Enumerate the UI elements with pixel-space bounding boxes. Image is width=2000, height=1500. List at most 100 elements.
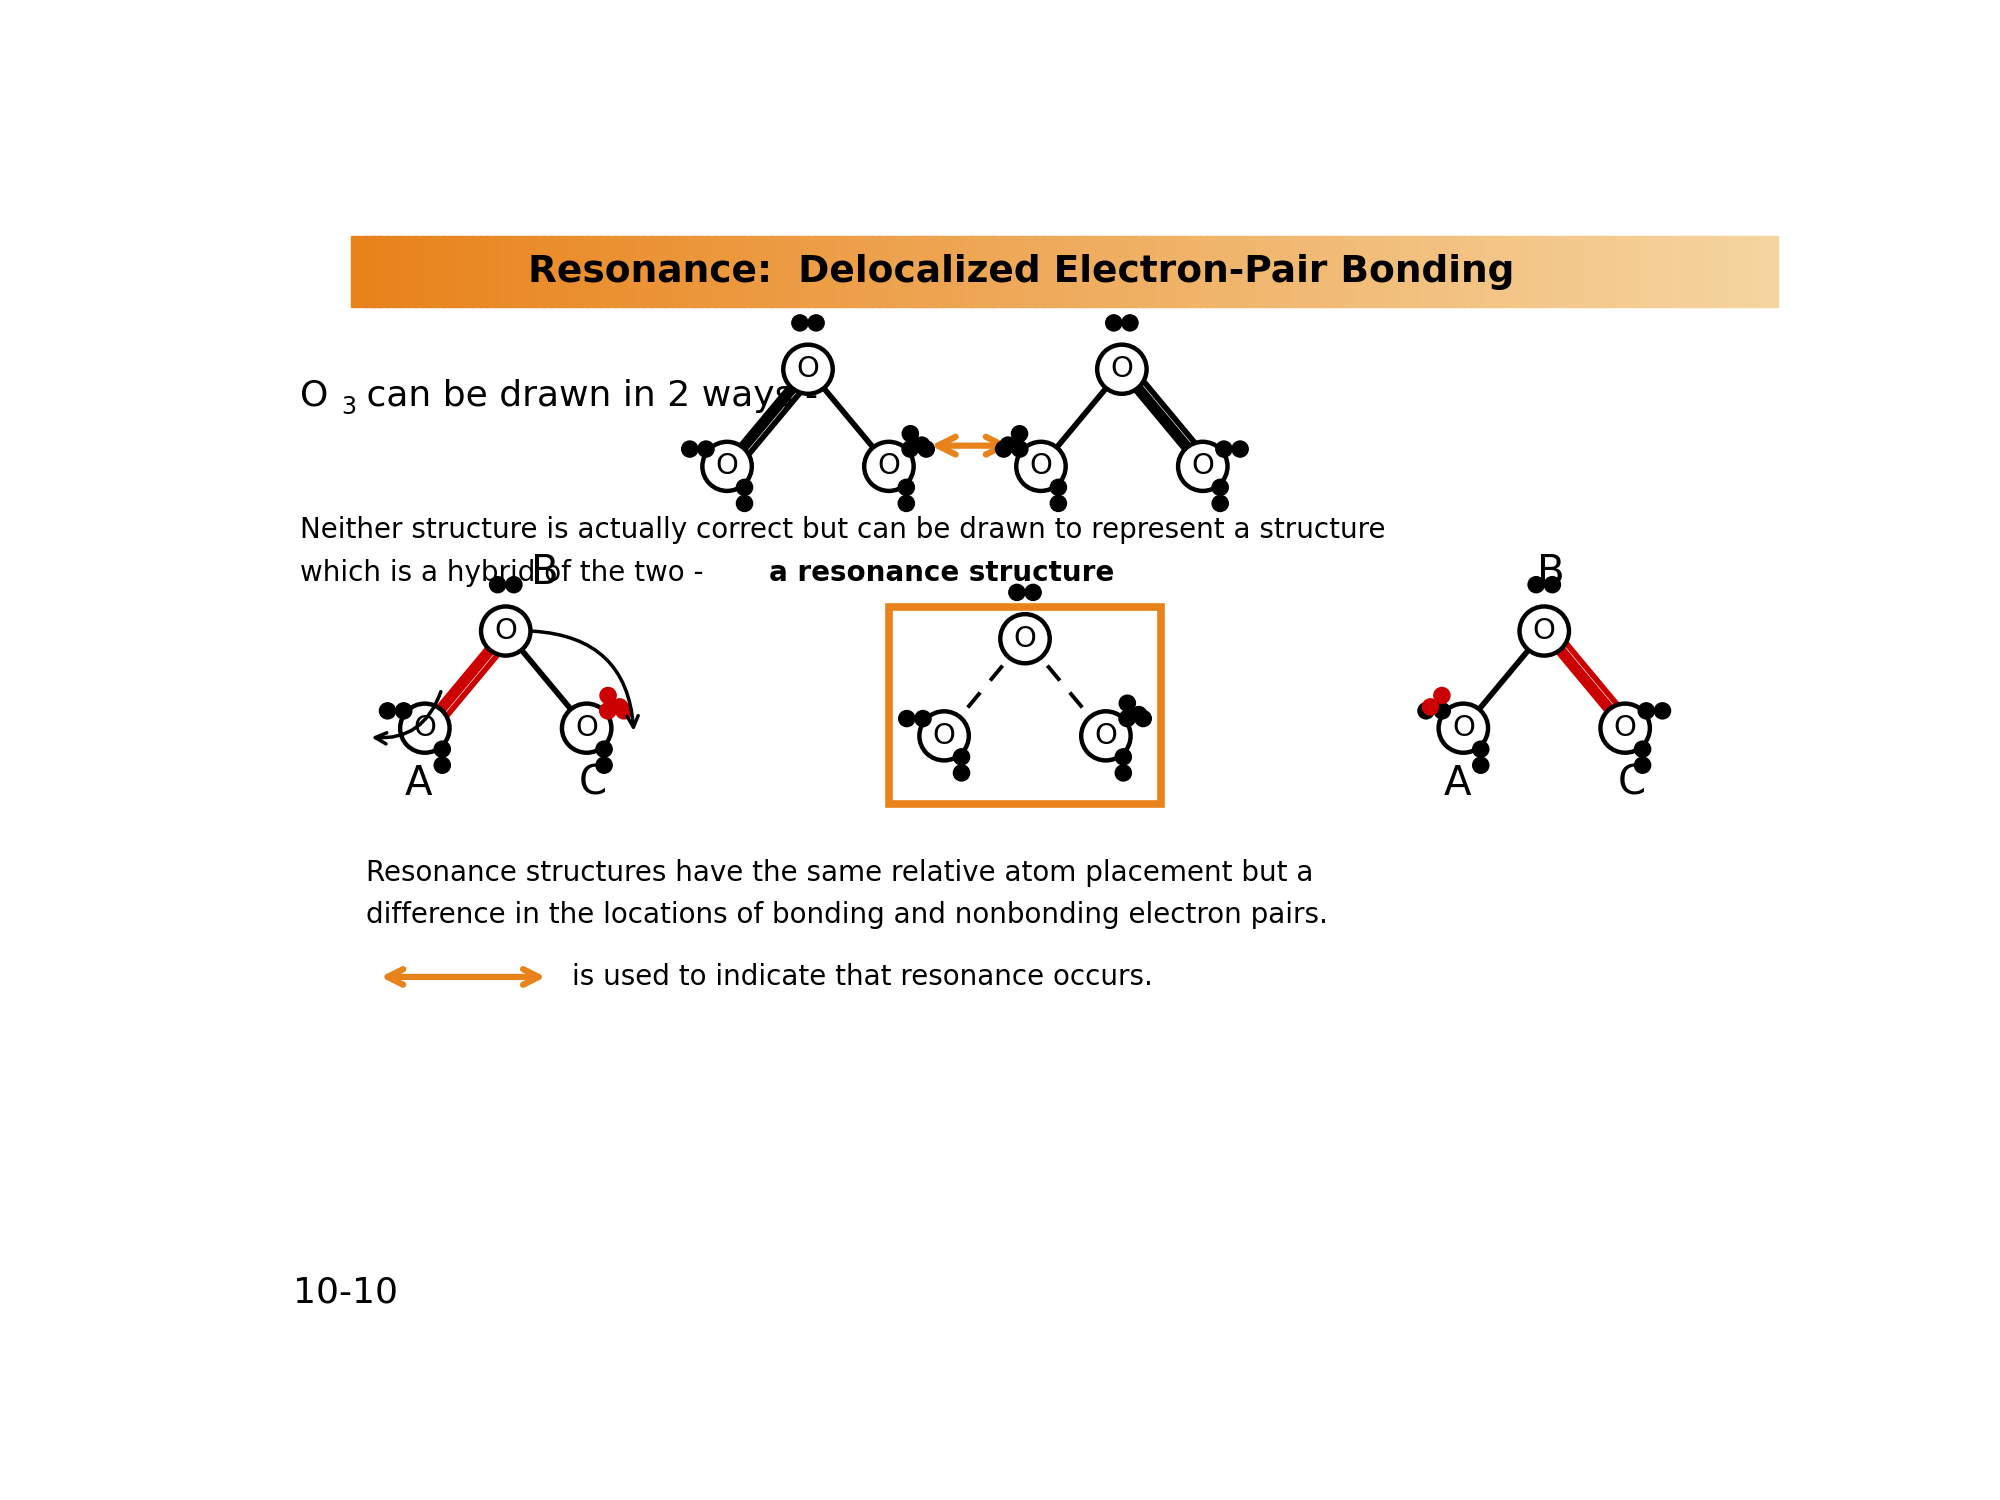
Bar (1534, 236, 1544, 308)
Bar (1414, 236, 1422, 308)
Bar (890, 608, 1160, 804)
Bar (1478, 236, 1486, 308)
Bar (814, 236, 822, 308)
Bar (1234, 236, 1244, 308)
Bar (1448, 236, 1458, 308)
Text: O: O (1192, 453, 1214, 480)
Circle shape (1024, 585, 1042, 600)
Bar (394, 236, 402, 308)
Circle shape (490, 576, 506, 592)
Bar (1136, 236, 1144, 308)
Bar (464, 236, 474, 308)
Bar (728, 236, 738, 308)
Circle shape (434, 758, 450, 774)
Bar (1328, 236, 1336, 308)
Text: O: O (796, 356, 820, 382)
Text: 10-10: 10-10 (292, 1275, 398, 1310)
Circle shape (1472, 758, 1488, 774)
Bar (1606, 236, 1614, 308)
Text: a resonance structure: a resonance structure (770, 558, 1114, 586)
Text: O: O (1532, 616, 1556, 645)
Bar (764, 236, 772, 308)
Circle shape (1082, 711, 1130, 760)
Bar (1484, 236, 1494, 308)
Bar (928, 236, 936, 308)
Circle shape (400, 704, 450, 753)
Bar (1250, 236, 1258, 308)
Circle shape (954, 748, 970, 765)
Circle shape (562, 704, 612, 753)
Bar (1320, 236, 1330, 308)
Bar (1014, 236, 1022, 308)
Circle shape (1438, 704, 1488, 753)
Bar (1292, 236, 1300, 308)
Circle shape (596, 741, 612, 758)
Circle shape (380, 704, 396, 718)
Circle shape (1634, 741, 1650, 758)
Bar (1548, 236, 1558, 308)
Bar (522, 236, 530, 308)
Circle shape (1434, 687, 1450, 703)
Bar (842, 236, 852, 308)
Bar (964, 236, 972, 308)
Bar (1428, 236, 1436, 308)
Circle shape (914, 436, 930, 453)
Bar (1734, 236, 1742, 308)
Circle shape (1122, 315, 1138, 332)
Bar (544, 236, 552, 308)
Bar (878, 236, 888, 308)
Bar (386, 236, 396, 308)
Circle shape (1116, 748, 1132, 765)
Bar (742, 236, 752, 308)
Bar (1556, 236, 1564, 308)
Bar (430, 236, 438, 308)
Bar (1042, 236, 1052, 308)
Circle shape (1232, 441, 1248, 458)
Text: O: O (1094, 722, 1118, 750)
Text: O: O (576, 714, 598, 742)
Circle shape (1212, 495, 1228, 512)
Bar (1720, 236, 1728, 308)
Bar (1470, 236, 1478, 308)
Circle shape (898, 480, 914, 495)
Bar (422, 236, 430, 308)
Bar (1634, 236, 1642, 308)
Text: Neither structure is actually correct but can be drawn to represent a structure: Neither structure is actually correct bu… (300, 516, 1386, 544)
Bar (722, 236, 730, 308)
Text: O: O (878, 453, 900, 480)
Bar (1628, 236, 1636, 308)
Bar (1398, 236, 1408, 308)
Bar (1698, 236, 1706, 308)
Bar (808, 236, 816, 308)
Circle shape (1098, 345, 1146, 394)
Circle shape (902, 426, 918, 441)
Bar (358, 236, 366, 308)
Bar (886, 236, 894, 308)
Circle shape (506, 576, 522, 592)
Bar (1150, 236, 1158, 308)
Bar (486, 236, 494, 308)
Bar (700, 236, 708, 308)
Circle shape (996, 441, 1012, 458)
Bar (1420, 236, 1428, 308)
Circle shape (1050, 480, 1066, 495)
Circle shape (902, 441, 918, 458)
Bar (906, 236, 916, 308)
Bar (1662, 236, 1672, 308)
Text: B: B (530, 554, 558, 594)
Bar (1676, 236, 1686, 308)
Circle shape (918, 441, 934, 458)
Text: C: C (578, 764, 606, 804)
Bar (400, 236, 410, 308)
Bar (1712, 236, 1722, 308)
Bar (614, 236, 624, 308)
Text: O: O (414, 714, 436, 742)
Bar (956, 236, 966, 308)
Bar (564, 236, 574, 308)
Bar (380, 236, 388, 308)
Bar (1178, 236, 1186, 308)
Bar (1314, 236, 1322, 308)
Text: O: O (1452, 714, 1474, 742)
Bar (414, 236, 424, 308)
Bar (1612, 236, 1622, 308)
